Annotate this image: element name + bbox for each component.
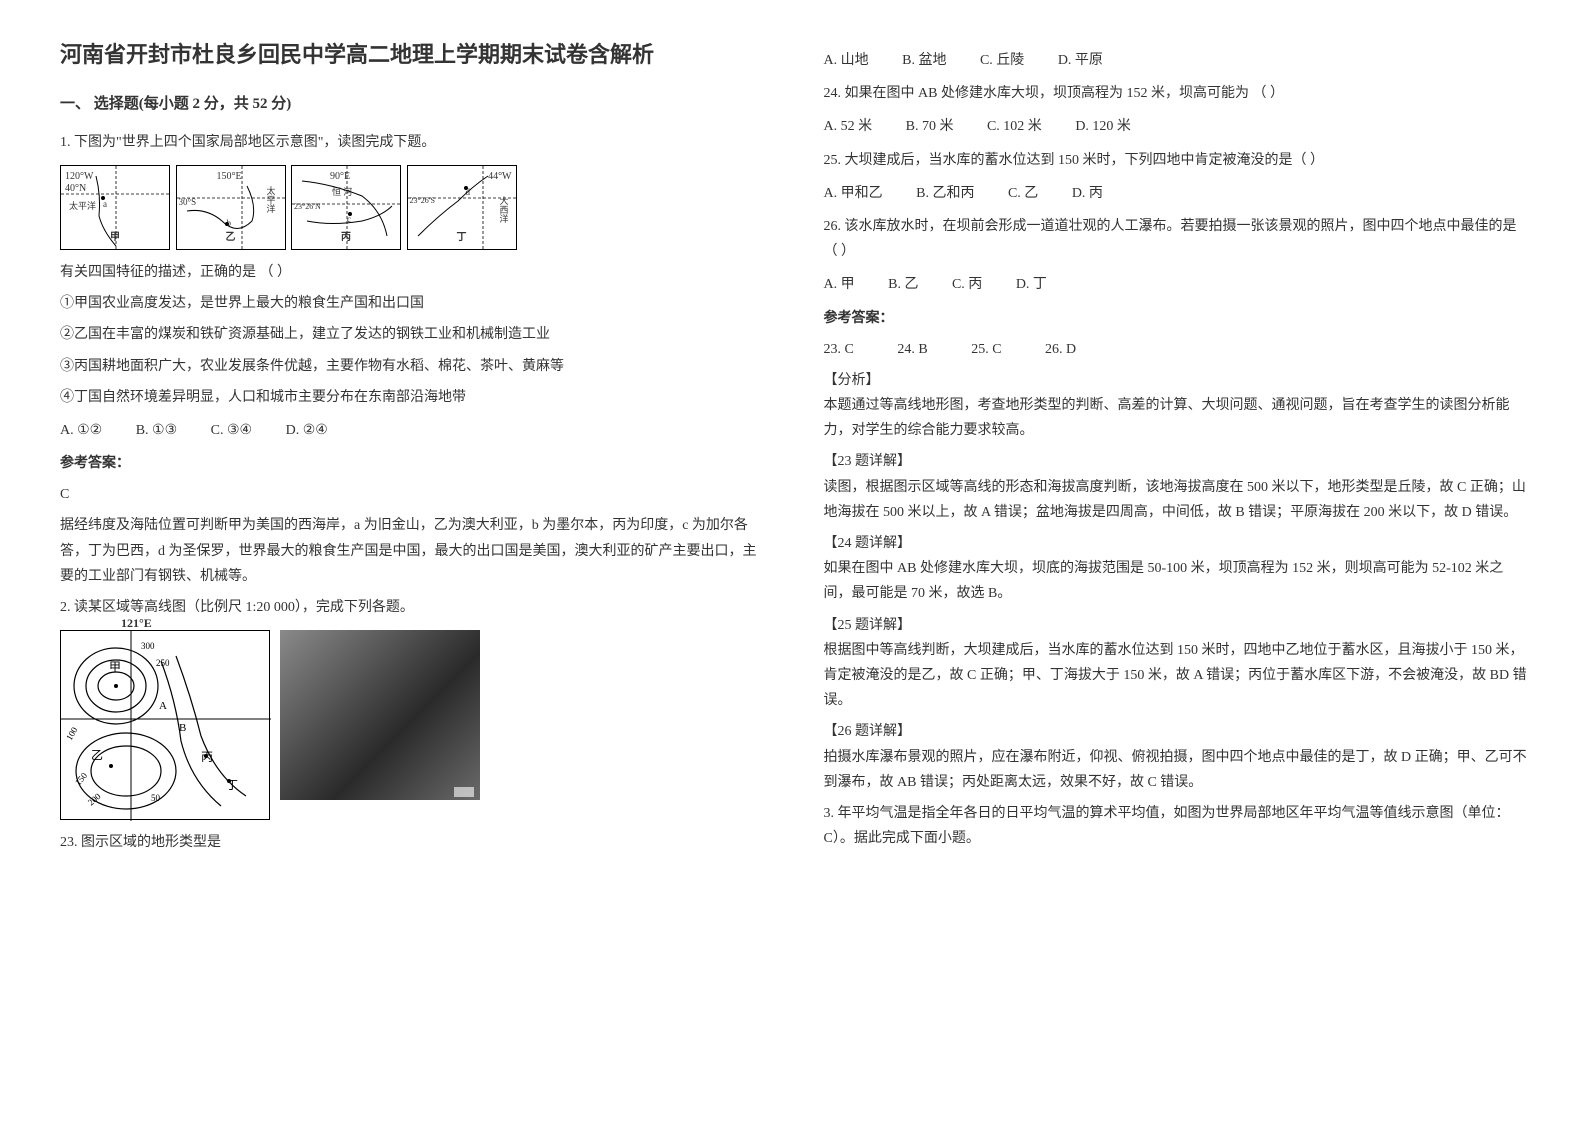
map-d-name: 丁 xyxy=(457,229,467,247)
svg-text:B: B xyxy=(179,722,186,734)
ans-26: 26. D xyxy=(1045,337,1076,362)
q24-options: A. 52 米 B. 70 米 C. 102 米 D. 120 米 xyxy=(824,114,1528,139)
d23-text: 读图，根据图示区域等高线的形态和海拔高度判断，该地海拔高度在 500 米以下，地… xyxy=(824,475,1528,525)
q25-text: 25. 大坝建成后，当水库的蓄水位达到 150 米时，下列四地中肯定被淹没的是（… xyxy=(824,148,1528,173)
q26-opt-c: C. 丙 xyxy=(952,272,982,297)
section-1-header: 一、 选择题(每小题 2 分，共 52 分) xyxy=(60,91,764,118)
svg-text:甲: 甲 xyxy=(109,660,121,674)
q23-opt-a: A. 山地 xyxy=(824,48,869,73)
d26-text: 拍摄水库瀑布景观的照片，应在瀑布附近，仰视、俯视拍摄，图中四个地点中最佳的是丁，… xyxy=(824,745,1528,795)
map-a-name: 甲 xyxy=(110,229,120,247)
q1-map-figure: 120°W 40°N 太平洋 a 甲 150°E 30°S 太平洋 b xyxy=(60,165,764,250)
exam-page: 河南省开封市杜良乡回民中学高二地理上学期期末试卷含解析 一、 选择题(每小题 2… xyxy=(60,40,1527,861)
q1-choice-1: ①甲国农业高度发达，是世界上最大的粮食生产国和出口国 xyxy=(60,291,764,316)
contour-map: 121°E 37°N 甲 乙 xyxy=(60,630,270,820)
q23-options: A. 山地 B. 盆地 C. 丘陵 D. 平原 xyxy=(824,48,1528,73)
map-b-name: 乙 xyxy=(226,229,236,247)
right-column: A. 山地 B. 盆地 C. 丘陵 D. 平原 24. 如果在图中 AB 处修建… xyxy=(824,40,1528,861)
analysis-label: 【分析】 xyxy=(824,368,1528,393)
q1-choice-4: ④丁国自然环境差异明显，人口和城市主要分布在东南部沿海地带 xyxy=(60,385,764,410)
q1-explanation: 据经纬度及海陆位置可判断甲为美国的西海岸，a 为旧金山，乙为澳大利亚，b 为墨尔… xyxy=(60,513,764,589)
svg-text:250: 250 xyxy=(156,658,170,668)
q1-choice-3: ③丙国耕地面积广大，农业发展条件优越，主要作物有水稻、棉花、茶叶、黄麻等 xyxy=(60,354,764,379)
q25-opt-b: B. 乙和丙 xyxy=(916,181,974,206)
q24-opt-b: B. 70 米 xyxy=(906,114,954,139)
d26-label: 【26 题详解】 xyxy=(824,719,1528,744)
svg-text:A: A xyxy=(159,700,167,712)
q1-answer-label: 参考答案： xyxy=(60,451,764,476)
svg-text:乙: 乙 xyxy=(91,748,103,762)
svg-text:200: 200 xyxy=(86,791,103,808)
q26-opt-b: B. 乙 xyxy=(888,272,918,297)
q2-answers: 23. C 24. B 25. C 26. D xyxy=(824,337,1528,362)
contour-lon: 121°E xyxy=(121,613,152,635)
svg-text:50: 50 xyxy=(151,793,161,803)
ans-24: 24. B xyxy=(897,337,927,362)
q1-opt-d: D. ②④ xyxy=(286,418,328,443)
d23-label: 【23 题详解】 xyxy=(824,449,1528,474)
svg-text:100: 100 xyxy=(64,725,80,742)
q1-choice-2: ②乙国在丰富的煤炭和铁矿资源基础上，建立了发达的钢铁工业和机械制造工业 xyxy=(60,322,764,347)
q23-opt-d: D. 平原 xyxy=(1058,48,1103,73)
contour-svg: 甲 乙 丙 丁 A B 100 150 200 250 300 50 xyxy=(61,631,271,821)
q1-opt-c: C. ③④ xyxy=(211,418,252,443)
q1-opt-b: B. ①③ xyxy=(136,418,177,443)
q1-options: A. ①② B. ①③ C. ③④ D. ②④ xyxy=(60,418,764,443)
svg-text:150: 150 xyxy=(73,770,90,787)
exam-title: 河南省开封市杜良乡回民中学高二地理上学期期末试卷含解析 xyxy=(60,40,764,71)
d24-label: 【24 题详解】 xyxy=(824,531,1528,556)
dam-photo xyxy=(280,630,480,800)
q2-stem: 2. 读某区域等高线图（比例尺 1:20 000），完成下列各题。 xyxy=(60,595,764,620)
q1-opt-a: A. ①② xyxy=(60,418,102,443)
q25-options: A. 甲和乙 B. 乙和丙 C. 乙 D. 丙 xyxy=(824,181,1528,206)
d25-label: 【25 题详解】 xyxy=(824,613,1528,638)
q26-text: 26. 该水库放水时，在坝前会形成一道道壮观的人工瀑布。若要拍摄一张该景观的照片… xyxy=(824,214,1528,264)
q24-opt-a: A. 52 米 xyxy=(824,114,873,139)
ans-23: 23. C xyxy=(824,337,854,362)
q26-opt-a: A. 甲 xyxy=(824,272,855,297)
q24-opt-d: D. 120 米 xyxy=(1075,114,1131,139)
map-panel-d: 44°W 23°26′S 大西洋 d 丁 xyxy=(407,165,517,250)
q23-opt-c: C. 丘陵 xyxy=(980,48,1024,73)
q25-opt-c: C. 乙 xyxy=(1008,181,1038,206)
q23-text: 23. 图示区域的地形类型是 xyxy=(60,830,764,855)
ans-25: 25. C xyxy=(971,337,1001,362)
left-column: 河南省开封市杜良乡回民中学高二地理上学期期末试卷含解析 一、 选择题(每小题 2… xyxy=(60,40,764,861)
q24-opt-c: C. 102 米 xyxy=(987,114,1042,139)
q1-stem: 1. 下图为"世界上四个国家局部地区示意图"，读图完成下题。 xyxy=(60,130,764,155)
q2-answer-label: 参考答案： xyxy=(824,306,1528,331)
map-panel-b: 150°E 30°S 太平洋 b 乙 xyxy=(176,165,286,250)
map-c-name: 丙 xyxy=(341,229,351,247)
q26-options: A. 甲 B. 乙 C. 丙 D. 丁 xyxy=(824,272,1528,297)
d24-text: 如果在图中 AB 处修建水库大坝，坝底的海拔范围是 50-100 米，坝顶高程为… xyxy=(824,556,1528,606)
svg-text:300: 300 xyxy=(141,641,155,651)
q2-figure: 121°E 37°N 甲 乙 xyxy=(60,630,764,820)
q1-sub: 有关四国特征的描述，正确的是 （ ） xyxy=(60,260,764,285)
q25-opt-d: D. 丙 xyxy=(1072,181,1103,206)
q24-text: 24. 如果在图中 AB 处修建水库大坝，坝顶高程为 152 米，坝高可能为 （… xyxy=(824,81,1528,106)
q23-opt-b: B. 盆地 xyxy=(902,48,946,73)
q26-opt-d: D. 丁 xyxy=(1016,272,1047,297)
q1-answer: C xyxy=(60,482,764,507)
map-panel-c: 90°E 恒 河 23°26′N c 丙 xyxy=(291,165,401,250)
q25-opt-a: A. 甲和乙 xyxy=(824,181,883,206)
map-panel-a: 120°W 40°N 太平洋 a 甲 xyxy=(60,165,170,250)
q3-stem: 3. 年平均气温是指全年各日的日平均气温的算术平均值，如图为世界局部地区年平均气… xyxy=(824,801,1528,851)
d25-text: 根据图中等高线判断，大坝建成后，当水库的蓄水位达到 150 米时，四地中乙地位于… xyxy=(824,638,1528,714)
analysis-intro: 本题通过等高线地形图，考查地形类型的判断、高差的计算、大坝问题、通视问题，旨在考… xyxy=(824,393,1528,443)
